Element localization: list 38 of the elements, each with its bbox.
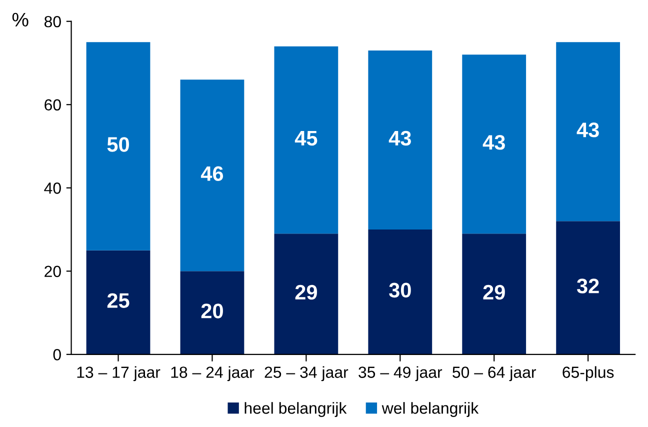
data-label: 43 (576, 122, 599, 138)
x-tick-label: 35 – 49 jaar (358, 366, 442, 382)
x-tick-label: 25 – 34 jaar (264, 366, 348, 382)
bar (86, 250, 150, 354)
data-label: 45 (294, 131, 318, 146)
bar (368, 50, 432, 230)
bar (556, 42, 620, 222)
data-label: 43 (482, 135, 505, 150)
x-tick-label: 13 – 17 jaar (77, 366, 160, 382)
y-tick-label: 0 (53, 349, 61, 360)
bar (274, 46, 338, 234)
bar (274, 234, 338, 354)
bar (86, 42, 150, 250)
bar (556, 221, 620, 354)
bar (180, 271, 244, 354)
x-tick-label: 18 – 24 jaar (171, 366, 254, 382)
bar (462, 54, 526, 234)
y-tick-label: 20 (44, 266, 61, 278)
legend-label: heel belangrijk (244, 402, 347, 417)
data-label: 29 (295, 284, 317, 300)
data-label: 30 (389, 282, 411, 298)
y-tick-label: 80 (44, 16, 61, 28)
data-label: 32 (576, 278, 599, 294)
legend-label: wel belangrijk (382, 402, 479, 417)
bar (180, 80, 244, 272)
data-label: 25 (107, 293, 130, 308)
y-tick-label: 40 (44, 182, 61, 194)
x-tick-label: 65-plus (562, 366, 614, 382)
bar (368, 230, 432, 354)
data-label: 43 (388, 130, 411, 146)
data-label: 46 (200, 166, 224, 181)
data-label: 29 (483, 284, 505, 300)
x-tick-label: 50 – 64 jaar (452, 366, 536, 382)
data-label: 20 (201, 304, 223, 318)
y-axis-title: % (12, 12, 28, 26)
y-tick-label: 60 (44, 99, 61, 111)
data-label: 50 (107, 137, 129, 152)
bar (462, 234, 526, 354)
